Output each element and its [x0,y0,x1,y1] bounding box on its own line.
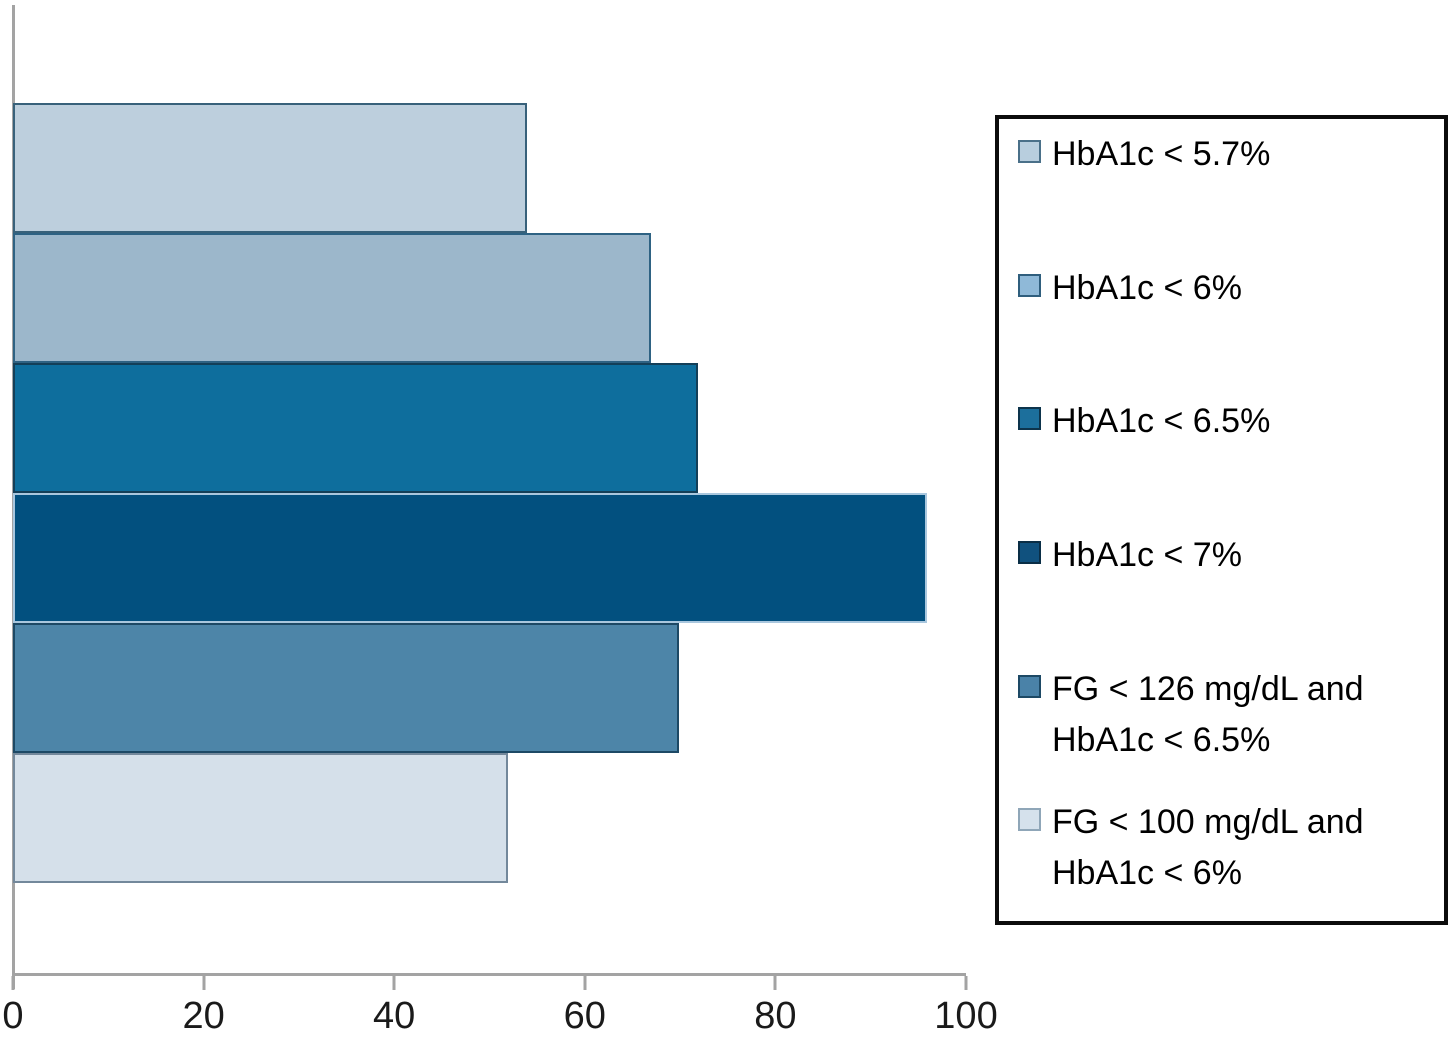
x-axis-tick-labels: 0 20 40 60 80 100 [2,995,997,1045]
x-axis-tick-label: 60 [563,995,606,1037]
x-axis-tick [11,976,15,990]
x-axis-tick-label: 80 [754,995,797,1037]
legend-label: HbA1c < 7% [1052,536,1242,575]
legend-swatch [1018,407,1041,431]
legend-swatch [1018,140,1041,163]
legend-item: HbA1c < 7% [999,520,1444,654]
legend-item: FG < 100 mg/dL and HbA1c < 6% [999,787,1444,921]
legend-swatch [1018,674,1041,698]
legend-item: HbA1c < 6% [999,253,1444,387]
x-axis-tick [202,976,206,990]
bar [13,623,680,753]
x-axis-tick-label: 100 [934,995,998,1037]
x-axis-tick-label: 0 [2,995,24,1037]
legend-label: FG < 126 mg/dL and HbA1c < 6.5% [1052,669,1364,759]
legend-label: HbA1c < 6.5% [1052,402,1271,441]
x-axis-line [13,973,966,976]
x-axis-tick-label: 20 [182,995,225,1037]
legend-label: HbA1c < 6% [1052,268,1242,307]
x-axis-tick-label: 40 [373,995,416,1037]
x-axis-tick [773,976,777,990]
legend-item: FG < 126 mg/dL and HbA1c < 6.5% [999,654,1444,788]
bar [13,363,699,493]
legend-swatch [1018,541,1041,565]
legend-box: HbA1c < 5.7% HbA1c < 6% HbA1c < 6.5% HbA1c … [995,115,1448,925]
bars-plot-area [13,103,965,883]
legend-swatch [1018,808,1041,832]
bar [13,233,651,363]
x-axis-tick [964,976,968,990]
legend-swatch [1018,273,1041,297]
legend-label: FG < 100 mg/dL and HbA1c < 6% [1052,803,1364,893]
bar [13,753,509,883]
x-axis-ticks [11,976,968,990]
x-axis-tick [392,976,396,990]
legend-item: HbA1c < 6.5% [999,386,1444,520]
bar [13,103,528,233]
legend-item: HbA1c < 5.7% [999,119,1444,253]
legend-label: HbA1c < 5.7% [1052,135,1271,173]
x-axis-tick [583,976,587,990]
bar [13,493,927,623]
